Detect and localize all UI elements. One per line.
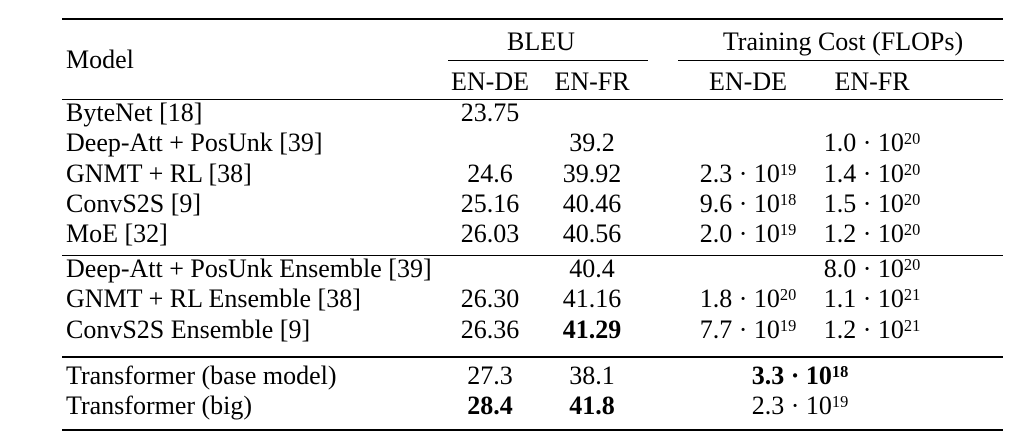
cost-en-fr-cell: 1.2 · 1021 bbox=[823, 315, 921, 344]
cost-en-fr-cell: 8.0 · 1020 bbox=[823, 254, 921, 283]
bleu-en-de-cell: 26.30 bbox=[460, 284, 520, 313]
table-row: GNMT + RL Ensemble [38] 26.30 41.16 1.8 … bbox=[0, 283, 1033, 314]
bleu-en-de-cell: 25.16 bbox=[460, 189, 520, 218]
bleu-en-de-cell: 28.4 bbox=[467, 391, 513, 420]
bleu-en-de-cell: 26.03 bbox=[460, 219, 520, 248]
cost-en-fr-cell: 1.2 · 1020 bbox=[823, 219, 921, 248]
group-header-bleu: BLEU bbox=[507, 27, 575, 56]
subheader-row: EN-DE EN-FR EN-DE EN-FR bbox=[0, 66, 1033, 97]
cost-en-de-cell: 2.0 · 1019 bbox=[699, 219, 797, 248]
table-row: MoE [32] 26.03 40.56 2.0 · 1019 1.2 · 10… bbox=[0, 218, 1033, 249]
model-cell: Deep-Att + PosUnk Ensemble [39] bbox=[66, 254, 432, 283]
table-row: ConvS2S Ensemble [9] 26.36 41.29 7.7 · 1… bbox=[0, 314, 1033, 345]
table-row: Deep-Att + PosUnk [39] 39.2 1.0 · 1020 bbox=[0, 127, 1033, 158]
subheader-bleu-en-fr: EN-FR bbox=[554, 67, 630, 96]
cost-en-de-cell: 1.8 · 1020 bbox=[699, 284, 797, 313]
rule-below-header bbox=[62, 98, 1003, 101]
table-row: GNMT + RL [38] 24.6 39.92 2.3 · 1019 1.4… bbox=[0, 158, 1033, 189]
model-cell: GNMT + RL [38] bbox=[66, 159, 252, 188]
rule-section-1 bbox=[62, 255, 1003, 257]
model-cell: Transformer (big) bbox=[66, 391, 253, 420]
bleu-en-fr-cell: 39.92 bbox=[562, 159, 622, 188]
bleu-en-fr-cell: 40.4 bbox=[569, 254, 615, 283]
rule-bottom bbox=[62, 428, 1003, 432]
bleu-en-fr-cell: 41.8 bbox=[569, 391, 615, 420]
table-row: ByteNet [18] 23.75 bbox=[0, 97, 1033, 128]
table-row: Transformer (big) 28.4 41.8 2.3 · 1019 bbox=[0, 390, 1033, 421]
bleu-en-fr-cell: 41.16 bbox=[562, 284, 622, 313]
cost-span-cell: 3.3 · 1018 bbox=[751, 361, 849, 390]
bleu-en-fr-cell: 38.1 bbox=[569, 361, 615, 390]
model-cell: ConvS2S Ensemble [9] bbox=[66, 315, 311, 344]
cost-en-fr-cell: 1.0 · 1020 bbox=[823, 128, 921, 157]
rule-cmid-bleu bbox=[448, 60, 648, 62]
subheader-cost-en-de: EN-DE bbox=[709, 67, 787, 96]
model-cell: Deep-Att + PosUnk [39] bbox=[66, 128, 323, 157]
rule-section-2 bbox=[62, 355, 1003, 358]
rule-top bbox=[62, 17, 1003, 21]
group-header-training-cost: Training Cost (FLOPs) bbox=[722, 27, 964, 56]
cost-en-fr-cell: 1.1 · 1021 bbox=[823, 284, 921, 313]
bleu-en-fr-cell: 40.46 bbox=[562, 189, 622, 218]
subheader-cost-en-fr: EN-FR bbox=[834, 67, 910, 96]
bleu-en-de-cell: 24.6 bbox=[467, 159, 513, 188]
model-cell: Transformer (base model) bbox=[66, 361, 337, 390]
bleu-en-de-cell: 27.3 bbox=[467, 361, 513, 390]
model-cell: MoE [32] bbox=[66, 219, 168, 248]
model-cell: GNMT + RL Ensemble [38] bbox=[66, 284, 361, 313]
model-cell: ByteNet [18] bbox=[66, 98, 203, 127]
bleu-en-de-cell: 26.36 bbox=[460, 315, 520, 344]
model-cell: ConvS2S [9] bbox=[66, 189, 202, 218]
cost-en-de-cell: 7.7 · 1019 bbox=[699, 315, 797, 344]
bleu-en-fr-cell: 41.29 bbox=[562, 315, 622, 344]
subheader-bleu-en-de: EN-DE bbox=[451, 67, 529, 96]
cost-en-fr-cell: 1.4 · 1020 bbox=[823, 159, 921, 188]
cost-en-de-cell: 2.3 · 1019 bbox=[699, 159, 797, 188]
table-row: Deep-Att + PosUnk Ensemble [39] 40.4 8.0… bbox=[0, 253, 1033, 284]
bleu-en-de-cell: 23.75 bbox=[460, 98, 520, 127]
cost-span-cell: 2.3 · 1019 bbox=[751, 391, 849, 420]
table-row: Transformer (base model) 27.3 38.1 3.3 ·… bbox=[0, 360, 1033, 391]
bleu-en-fr-cell: 39.2 bbox=[569, 128, 615, 157]
cost-en-de-cell: 9.6 · 1018 bbox=[699, 189, 797, 218]
column-header-model: Model bbox=[66, 45, 134, 74]
bleu-en-fr-cell: 40.56 bbox=[562, 219, 622, 248]
rule-cmid-cost bbox=[678, 60, 1004, 62]
table-row: ConvS2S [9] 25.16 40.46 9.6 · 1018 1.5 ·… bbox=[0, 188, 1033, 219]
cost-en-fr-cell: 1.5 · 1020 bbox=[823, 189, 921, 218]
